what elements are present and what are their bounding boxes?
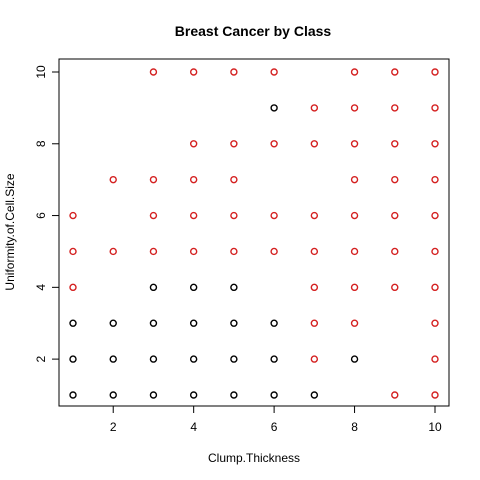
x-tick-label: 6 <box>271 420 278 434</box>
data-point-red <box>230 247 238 256</box>
x-axis: 2 4 6 8 10 <box>110 406 442 434</box>
data-point-red <box>230 140 238 148</box>
data-point-red <box>189 247 198 256</box>
data-point-red <box>310 355 319 363</box>
data-point-red <box>310 104 319 112</box>
data-point-black <box>109 391 117 399</box>
data-point-red <box>310 283 319 292</box>
data-point-black <box>350 355 359 363</box>
y-tick-label: 10 <box>34 65 48 79</box>
y-tick-label: 2 <box>34 355 48 362</box>
data-point-red <box>431 355 439 363</box>
data-point-red <box>350 140 359 148</box>
data-point-red <box>270 247 278 256</box>
data-point-red <box>310 140 319 148</box>
data-point-red <box>391 175 399 184</box>
data-point-red <box>149 175 158 184</box>
data-point-black <box>310 391 319 399</box>
data-point-red <box>189 68 198 76</box>
data-point-black <box>270 391 278 399</box>
data-point-red <box>69 211 77 220</box>
data-point-red <box>391 283 399 292</box>
data-point-black <box>270 319 278 327</box>
data-point-red <box>431 68 439 76</box>
data-point-red <box>270 68 278 76</box>
data-point-red <box>350 319 359 327</box>
data-point-red <box>189 175 198 184</box>
data-point-red <box>230 68 238 76</box>
data-point-red <box>431 140 439 148</box>
data-point-red <box>350 211 359 220</box>
data-point-black <box>189 319 198 327</box>
data-point-red <box>270 211 278 220</box>
data-point-black <box>270 355 278 363</box>
chart-title: Breast Cancer by Class <box>175 23 332 39</box>
x-tick-label: 8 <box>351 420 358 434</box>
data-point-red <box>431 104 439 112</box>
x-tick-label: 10 <box>428 420 442 434</box>
data-point-black <box>270 104 278 112</box>
data-point-red <box>149 211 158 220</box>
data-point-red <box>149 68 158 76</box>
y-axis-label: Uniformity.of.Cell.Size <box>3 173 17 290</box>
data-point-red <box>270 140 278 148</box>
data-point-red <box>230 211 238 220</box>
data-point-red <box>350 175 359 184</box>
y-axis: 2 4 6 8 10 <box>34 65 59 362</box>
data-point-red <box>431 247 439 256</box>
data-point-black <box>69 391 77 399</box>
data-point-red <box>391 68 399 76</box>
data-point-red <box>69 283 77 292</box>
data-point-red <box>391 140 399 148</box>
data-point-red <box>189 211 198 220</box>
x-axis-label: Clump.Thickness <box>208 451 300 465</box>
y-tick-label: 6 <box>34 212 48 219</box>
data-point-red <box>149 247 158 256</box>
data-point-red <box>350 283 359 292</box>
data-point-red <box>431 391 439 399</box>
data-point-black <box>189 391 198 399</box>
data-point-red <box>391 247 399 256</box>
data-point-black <box>149 319 158 327</box>
data-point-red <box>350 247 359 256</box>
data-point-black <box>69 319 77 327</box>
data-point-red <box>109 175 117 184</box>
y-tick-label: 8 <box>34 140 48 147</box>
data-point-black <box>189 283 198 292</box>
data-point-red <box>189 140 198 148</box>
data-point-red <box>391 104 399 112</box>
data-point-red <box>431 175 439 184</box>
data-point-red <box>431 283 439 292</box>
data-point-red <box>310 211 319 220</box>
plot-frame <box>58 58 450 407</box>
data-point-black <box>149 283 158 292</box>
data-point-red <box>391 391 399 399</box>
data-point-red <box>69 247 77 256</box>
data-point-red <box>431 319 439 327</box>
data-point-black <box>230 319 238 327</box>
data-point-black <box>230 283 238 292</box>
y-tick-label: 4 <box>34 284 48 291</box>
x-tick-label: 2 <box>110 420 117 434</box>
data-point-red <box>431 211 439 220</box>
data-point-red <box>109 247 117 256</box>
data-point-red <box>310 247 319 256</box>
data-point-black <box>149 391 158 399</box>
data-point-black <box>109 355 117 363</box>
data-point-black <box>230 355 238 363</box>
data-point-black <box>189 355 198 363</box>
x-tick-label: 4 <box>190 420 197 434</box>
data-point-red <box>391 211 399 220</box>
data-point-red <box>350 104 359 112</box>
data-point-black <box>69 355 77 363</box>
data-point-red <box>350 68 359 76</box>
data-point-red <box>310 319 319 327</box>
data-point-black <box>149 355 158 363</box>
data-point-black <box>230 391 238 399</box>
data-point-red <box>230 175 238 184</box>
data-point-black <box>109 319 117 327</box>
data-points <box>69 68 439 399</box>
